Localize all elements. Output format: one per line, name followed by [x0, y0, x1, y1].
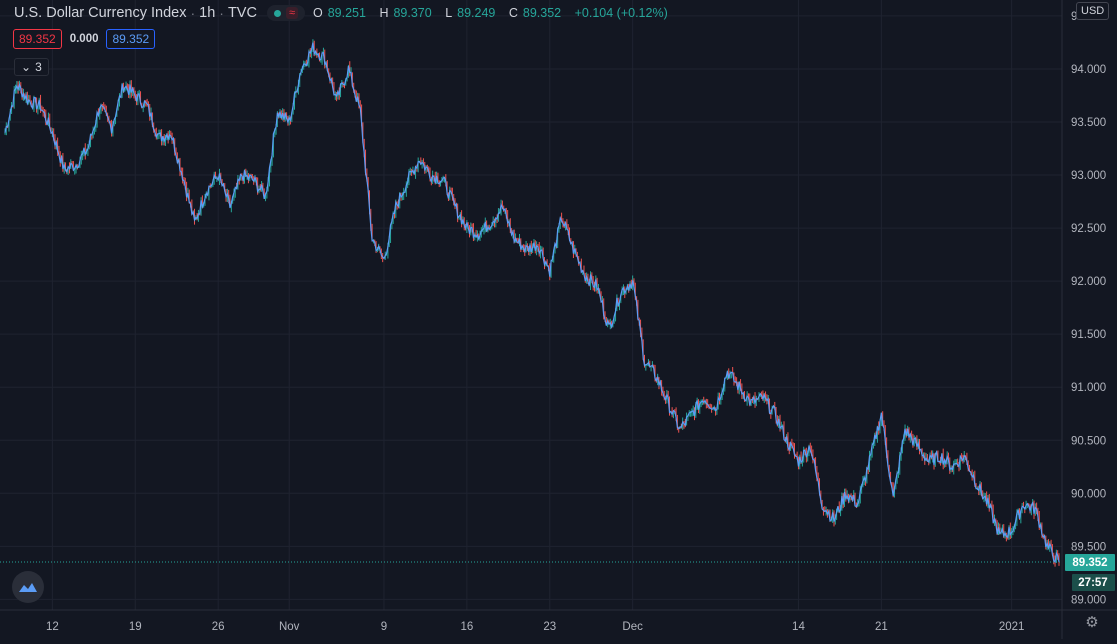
time-tick-label: 2021 — [999, 621, 1025, 633]
price-tick-label: 93.500 — [1071, 117, 1106, 129]
high-value: 89.370 — [393, 6, 432, 20]
symbol-name[interactable]: U.S. Dollar Currency Index — [14, 5, 187, 21]
price-tick-label: 91.000 — [1071, 382, 1106, 394]
price-tick-label: 93.000 — [1071, 170, 1106, 182]
indicators-collapse-button[interactable]: ⌄ 3 — [14, 58, 49, 76]
time-tick-label: 12 — [46, 621, 59, 633]
legend-separator: · — [219, 5, 224, 21]
bid-ask-boxes: 89.352 0.000 89.352 — [13, 29, 156, 49]
tradingview-logo-icon[interactable] — [12, 571, 44, 603]
last-price-tag: 89.352 27:57 — [1065, 554, 1115, 592]
close-key: C — [508, 6, 518, 20]
open-value: 89.251 — [327, 6, 366, 20]
price-tick-label: 94.000 — [1071, 64, 1106, 76]
currency-button[interactable]: USD — [1076, 2, 1110, 20]
last-price-label: 89.352 — [1072, 557, 1107, 569]
gear-icon[interactable]: ⚙ — [1085, 614, 1099, 631]
exchange-label: TVC — [227, 5, 257, 21]
time-tick-label: Nov — [279, 621, 300, 633]
high-key: H — [379, 6, 389, 20]
change-value: +0.104 (+0.12%) — [574, 6, 668, 20]
price-tick-label: 92.500 — [1071, 223, 1106, 235]
indicator-count: 3 — [35, 60, 42, 74]
close-value: 89.352 — [522, 6, 562, 20]
sell-price-button[interactable]: 89.352 — [13, 29, 62, 49]
time-tick-label: 23 — [543, 621, 556, 633]
time-tick-label: 21 — [875, 621, 888, 633]
time-tick-label: 14 — [792, 621, 805, 633]
price-tick-label: 91.500 — [1071, 329, 1106, 341]
price-tick-label: 90.000 — [1071, 488, 1106, 500]
time-tick-label: 19 — [129, 621, 142, 633]
close-line — [4, 42, 1060, 564]
spread-value: 0.000 — [69, 33, 99, 45]
price-tick-label: 90.500 — [1071, 435, 1106, 447]
time-tick-label: 9 — [381, 621, 387, 633]
price-tick-label: 92.000 — [1071, 276, 1106, 288]
buy-price-button[interactable]: 89.352 — [106, 29, 156, 49]
bar-countdown: 27:57 — [1078, 577, 1107, 589]
low-key: L — [445, 6, 453, 20]
price-tick-label: 89.000 — [1071, 594, 1106, 606]
wave-icon: ≈ — [285, 7, 298, 19]
interval-label[interactable]: 1h — [199, 5, 216, 21]
low-value: 89.249 — [457, 6, 496, 20]
price-tick-label: 89.500 — [1071, 541, 1106, 553]
time-tick-label: 16 — [460, 621, 473, 633]
status-pill[interactable]: ≈ — [266, 5, 305, 21]
time-axis[interactable]: 12 19 26 Nov 9 16 23 Dec 14 21 2021 — [46, 621, 1024, 633]
open-key: O — [312, 6, 323, 20]
legend-separator: · — [190, 5, 196, 21]
symbol-legend: U.S. Dollar Currency Index · 1h · TVC ≈ … — [14, 3, 673, 23]
chevron-down-icon: ⌄ — [21, 60, 32, 74]
time-tick-label: 26 — [212, 621, 225, 633]
time-tick-label: Dec — [622, 621, 643, 633]
ohlc-values: O 89.251 H 89.370 L 89.249 C 89.352 +0.104 (… — [313, 6, 673, 20]
live-dot-icon — [273, 9, 281, 17]
